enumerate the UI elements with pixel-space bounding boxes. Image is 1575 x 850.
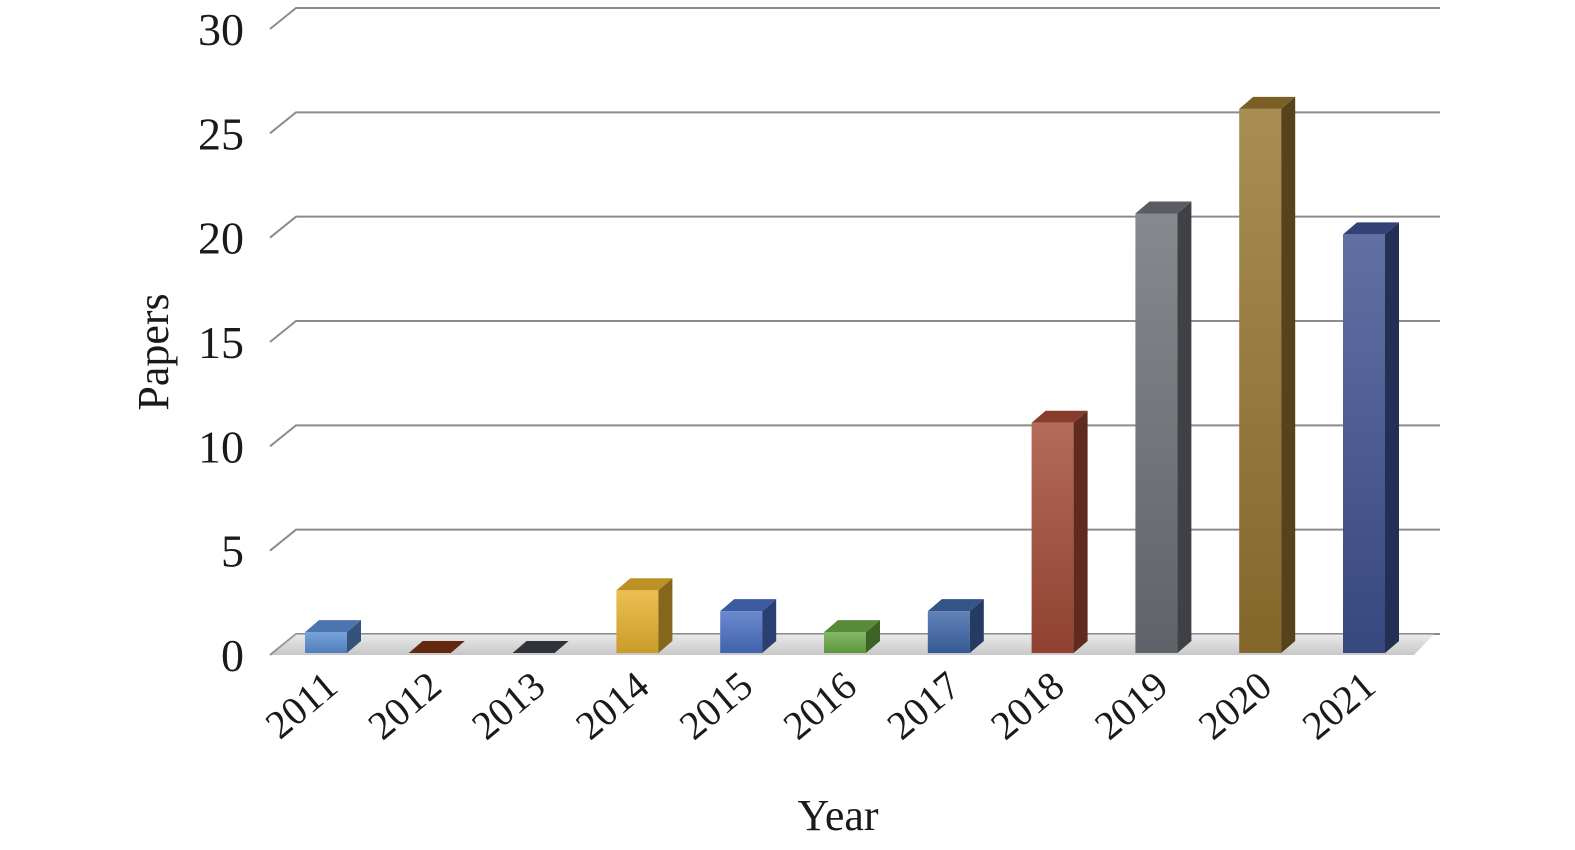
bar-top [305, 620, 361, 633]
gridline [269, 215, 1440, 239]
bar-top [1343, 222, 1399, 235]
gridlines [269, 7, 1440, 656]
bar-top [1031, 410, 1088, 423]
x-tick-label: 2019 [1086, 662, 1176, 748]
bar-side [1385, 222, 1399, 654]
bar-2014 [616, 578, 673, 653]
y-tick-label: 0 [221, 630, 244, 681]
bar-front [616, 590, 659, 653]
x-axis-ticks: 2011 2012 2013 2014 2015 2016 2017 2018 2019 2020… [257, 662, 1384, 748]
x-tick-label: 2020 [1190, 662, 1280, 748]
x-tick-label: 2017 [878, 662, 968, 748]
bar-2019 [1135, 201, 1192, 654]
bar-top [408, 641, 465, 653]
bar-front [927, 611, 970, 653]
x-tick-label: 2014 [567, 662, 657, 748]
y-axis-ticks: 0 5 10 15 20 25 30 [198, 4, 244, 681]
x-tick-label: 2012 [359, 662, 449, 748]
bar-front [305, 632, 347, 653]
bar-2013 [512, 641, 569, 653]
bar-front [1239, 108, 1282, 653]
bar-2011 [305, 620, 361, 653]
bar-front [824, 632, 866, 653]
gridline [269, 7, 1440, 30]
bar-front [1135, 213, 1178, 654]
y-tick-label: 10 [198, 421, 244, 472]
bar-front [1031, 422, 1074, 653]
x-axis-label: Year [797, 791, 878, 840]
x-tick-label: 2013 [463, 662, 553, 748]
bar-2018 [1031, 410, 1088, 653]
bar-front [720, 611, 763, 653]
x-tick-label: 2011 [257, 662, 346, 747]
bar-top [1135, 201, 1192, 214]
bar-side [658, 578, 673, 653]
x-tick-label: 2015 [671, 662, 761, 748]
y-axis-label: Papers [129, 293, 178, 410]
bar-side [1281, 96, 1296, 653]
bar-side [1073, 410, 1088, 653]
y-tick-label: 30 [198, 4, 244, 55]
bar-2021 [1343, 222, 1399, 654]
bar-2015 [720, 599, 777, 653]
bar-side [969, 599, 984, 653]
bar-side [762, 599, 777, 653]
x-tick-label: 2018 [982, 662, 1072, 748]
y-tick-label: 5 [221, 526, 244, 577]
bar-top [512, 641, 569, 653]
bars [305, 96, 1399, 654]
bar-front [1343, 234, 1385, 654]
bar-2016 [824, 620, 880, 653]
bar-top [1239, 96, 1296, 109]
bar-2012 [408, 641, 465, 653]
bar-side [347, 620, 361, 653]
bar-2020 [1239, 96, 1296, 653]
y-tick-label: 20 [198, 213, 244, 264]
bar-top [720, 599, 777, 612]
y-tick-label: 25 [198, 108, 244, 159]
gridline [269, 320, 1440, 343]
bar-2017 [927, 599, 984, 653]
bar-top [616, 578, 673, 591]
bar-top [927, 599, 984, 612]
x-tick-label: 2016 [775, 662, 865, 748]
bar-top [824, 620, 880, 633]
bar-side [1177, 201, 1192, 654]
x-tick-label: 2021 [1294, 662, 1384, 748]
gridline [269, 111, 1440, 135]
bar-side [866, 620, 880, 653]
y-tick-label: 15 [198, 317, 244, 368]
